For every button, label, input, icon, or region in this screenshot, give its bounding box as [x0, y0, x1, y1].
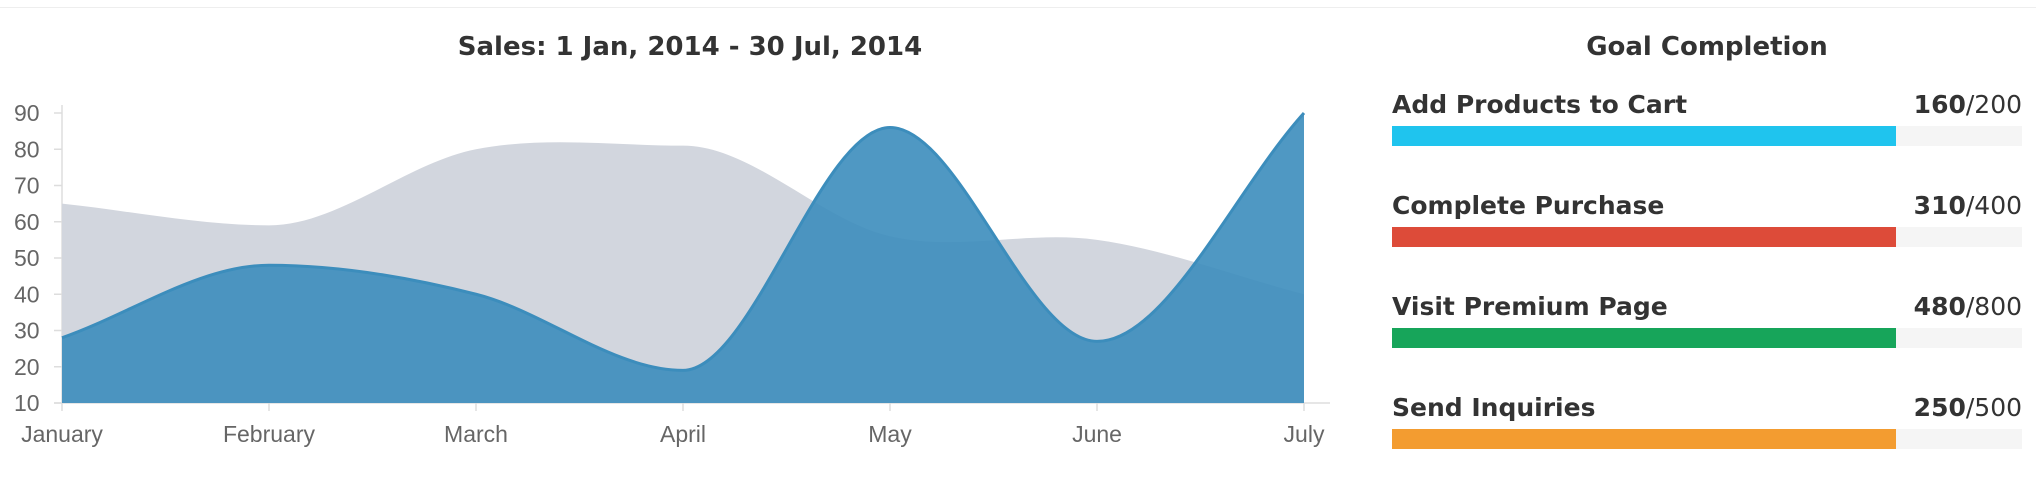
y-tick-label: 70 — [14, 173, 40, 199]
goal-complete-purchase: Complete Purchase 310/400 — [1392, 191, 2022, 251]
goal-total: /800 — [1965, 292, 2022, 321]
series-2-line — [61, 111, 1306, 372]
goal-total: /500 — [1965, 393, 2022, 422]
goal-done: 250 — [1913, 393, 1966, 422]
goal-total: /400 — [1965, 191, 2022, 220]
y-tick-label: 60 — [14, 209, 40, 235]
goal-progress-bar — [1392, 126, 1896, 146]
x-tick-label: March — [444, 421, 508, 447]
goal-total: /200 — [1965, 90, 2022, 119]
x-tick-label: April — [660, 421, 706, 447]
goal-value: 160/200 — [1914, 90, 2022, 119]
goal-progress-track — [1392, 328, 2022, 348]
goal-done: 310 — [1913, 191, 1966, 220]
y-tick-label: 80 — [14, 136, 40, 162]
series-2-area — [62, 113, 1304, 403]
goal-value: 310/400 — [1914, 191, 2022, 220]
goal-label: Complete Purchase — [1392, 191, 1665, 220]
goals-title: Goal Completion — [1586, 32, 1828, 62]
y-tick-label: 40 — [14, 281, 40, 307]
sales-area-chart: 10 20 30 40 50 60 70 80 90 January February March Ap… — [14, 100, 1330, 447]
goal-progress-bar — [1392, 227, 1896, 247]
y-tick-label: 10 — [14, 390, 40, 416]
goal-done: 480 — [1913, 292, 1966, 321]
goal-label: Add Products to Cart — [1392, 90, 1688, 119]
goal-done: 160 — [1913, 90, 1966, 119]
goal-visit-premium: Visit Premium Page 480/800 — [1392, 292, 2022, 352]
y-tick-label: 30 — [14, 318, 40, 344]
x-tick-label: February — [223, 421, 316, 447]
x-tick-label: January — [21, 421, 103, 447]
x-tick-label: May — [868, 421, 912, 447]
goal-send-inquiries: Send Inquiries 250/500 — [1392, 393, 2022, 453]
chart-title: Sales: 1 Jan, 2014 - 30 Jul, 2014 — [457, 32, 923, 62]
goal-add-products: Add Products to Cart 160/200 — [1392, 90, 2022, 150]
goal-label: Visit Premium Page — [1392, 292, 1668, 321]
y-tick-label: 20 — [14, 354, 40, 380]
y-tick-label: 50 — [14, 245, 40, 271]
x-tick-label: June — [1072, 421, 1122, 447]
goal-value: 250/500 — [1914, 393, 2022, 422]
goal-value: 480/800 — [1914, 292, 2022, 321]
goal-progress-track — [1392, 227, 2022, 247]
goal-completion-panel: Goal Completion Add Products to Cart 160… — [1392, 0, 2022, 500]
goal-progress-track — [1392, 126, 2022, 146]
y-tick-label: 90 — [14, 100, 40, 126]
sales-chart-panel: Sales: 1 Jan, 2014 - 30 Jul, 2014 10 20 30… — [14, 32, 1330, 447]
goal-label: Send Inquiries — [1392, 393, 1596, 422]
x-tick-label: July — [1284, 421, 1325, 447]
top-divider — [0, 7, 2036, 8]
goal-progress-track — [1392, 429, 2022, 449]
goal-progress-bar — [1392, 328, 1896, 348]
goal-progress-bar — [1392, 429, 1896, 449]
